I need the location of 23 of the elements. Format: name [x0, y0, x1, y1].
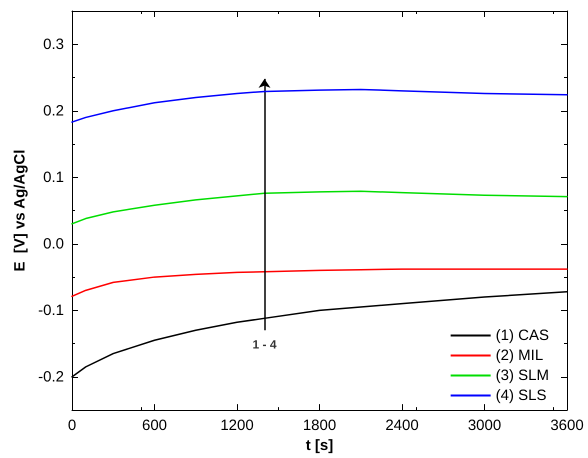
y-tick-label: -0.2 — [38, 368, 64, 386]
x-tick-label: 2400 — [385, 417, 419, 434]
y-tick-label: 0.3 — [43, 36, 64, 53]
x-tick-label: 3000 — [468, 417, 502, 434]
y-axis-title: E [V] vs Ag/AgCl — [11, 150, 28, 272]
line-series — [71, 268, 568, 298]
legend-label: (2) MIL — [496, 347, 544, 364]
legend-label: (4) SLS — [496, 387, 547, 404]
x-tick-label: 0 — [68, 417, 76, 434]
y-tick-label: -0.1 — [38, 302, 64, 319]
legend-label: (3) SLM — [496, 367, 549, 384]
legend-label: (1) CAS — [496, 327, 549, 344]
x-tick-label: 1800 — [302, 417, 336, 434]
y-tick-label: 0.2 — [43, 102, 64, 120]
x-tick-label: 3600 — [550, 417, 584, 434]
x-tick-label: 1200 — [220, 417, 254, 434]
x-tick-label: 600 — [142, 417, 168, 434]
y-tick-label: 0.0 — [43, 235, 64, 252]
line-series — [71, 190, 568, 225]
x-axis-title: t [s] — [306, 437, 334, 454]
annotation: 1 - 4 — [252, 337, 277, 352]
y-tick-label: 0.1 — [43, 168, 64, 186]
line-series — [71, 88, 568, 123]
